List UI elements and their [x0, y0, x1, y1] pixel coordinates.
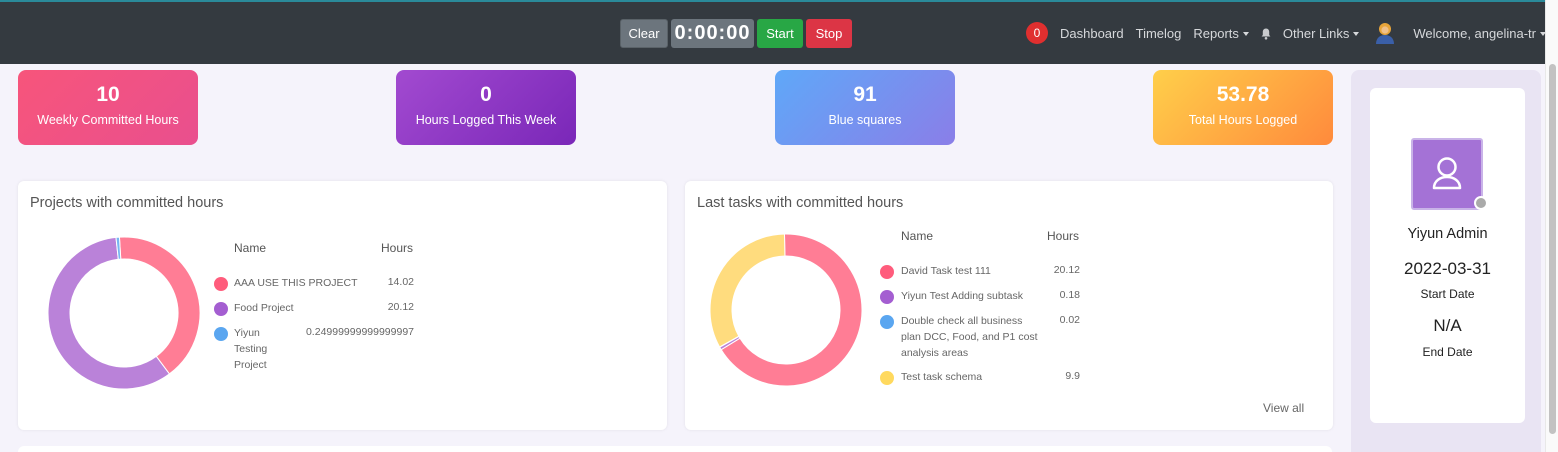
stat-card-total-hours[interactable]: 53.78 Total Hours Logged [1153, 70, 1333, 145]
stat-label: Weekly Committed Hours [37, 113, 179, 127]
donut-slice-0[interactable] [118, 236, 201, 375]
legend-item-hours: 20.12 [387, 301, 414, 313]
start-date-value: 2022-03-31 [1404, 259, 1491, 278]
timer-controls: Clear 0:00:00 Start Stop [620, 19, 852, 48]
nav-other-links-label: Other Links [1282, 25, 1350, 41]
caret-down-icon [1539, 32, 1546, 37]
legend-dot [880, 265, 894, 279]
end-date-value: N/A [1433, 316, 1462, 335]
stat-value: 53.78 [1216, 83, 1270, 106]
page-scrollbar[interactable] [1545, 0, 1558, 452]
legend-name-line: Testing [234, 343, 268, 355]
donut-slice-2[interactable] [115, 236, 122, 260]
stat-card-weekly-committed[interactable]: 10 Weekly Committed Hours [18, 70, 198, 145]
legend-dot [880, 315, 894, 329]
profile-avatar [1411, 138, 1483, 210]
view-all-link[interactable]: View all [1263, 401, 1305, 415]
legend-item-name: Double check all business plan DCC, Food… [901, 313, 1038, 361]
legend-dot [880, 290, 894, 304]
legend-item-name: Yiyun Test Adding subtask [901, 290, 1023, 302]
start-button[interactable]: Start [757, 19, 803, 48]
legend-item-name: Food Project [234, 302, 294, 314]
legend-name-header: Name [901, 229, 934, 243]
stat-value: 0 [480, 83, 492, 106]
clear-button[interactable]: Clear [620, 19, 668, 48]
nav-reports[interactable]: Reports [1193, 26, 1249, 41]
notification-badge[interactable]: 0 [1026, 22, 1048, 44]
timer-display: 0:00:00 [671, 19, 754, 48]
legend-hours-header: Hours [1047, 229, 1080, 243]
legend-item-name: David Task test 111 [901, 265, 991, 277]
legend-name-line: plan DCC, Food, and P1 cost [901, 331, 1038, 343]
tasks-panel: Last tasks with committed hours Name Hou… [685, 181, 1333, 430]
donut-slice-0[interactable] [720, 233, 863, 387]
legend-hours-header: Hours [381, 241, 414, 255]
status-indicator [1474, 196, 1488, 210]
legend-item-name: Yiyun Testing Project [234, 325, 267, 373]
legend-item-name: Test task schema [901, 371, 983, 383]
top-navbar: Clear 0:00:00 Start Stop 0 Dashboard Tim… [0, 0, 1558, 64]
user-avatar-icon[interactable] [1375, 22, 1395, 44]
stat-card-blue-squares[interactable]: 91 Blue squares [775, 70, 955, 145]
stop-button[interactable]: Stop [806, 19, 852, 48]
donut-slice-3[interactable] [709, 233, 786, 348]
legend-dot [214, 277, 228, 291]
legend-name-line: analysis areas [901, 347, 969, 359]
legend-name-line: Project [234, 359, 267, 371]
stat-value: 91 [853, 83, 877, 106]
nav-welcome-user[interactable]: Welcome, angelina-tr [1413, 26, 1546, 41]
stat-label: Hours Logged This Week [415, 113, 557, 127]
nav-timelog[interactable]: Timelog [1135, 25, 1182, 41]
legend-item-hours: 0.18 [1059, 289, 1080, 301]
legend-dot [214, 302, 228, 316]
donut-slice-1[interactable] [47, 236, 171, 390]
nav-links: 0 Dashboard Timelog Reports Other Links … [1026, 22, 1546, 44]
stat-value: 10 [96, 83, 120, 106]
start-date-label: Start Date [1420, 287, 1475, 301]
stat-label: Total Hours Logged [1188, 113, 1298, 127]
nav-reports-label: Reports [1193, 25, 1239, 41]
nav-other-links[interactable]: Other Links [1282, 25, 1360, 41]
legend-item-hours: 20.12 [1053, 264, 1080, 276]
profile-name: Yiyun Admin [1407, 226, 1488, 242]
profile-card: Yiyun Admin 2022-03-31 Start Date N/A En… [1370, 88, 1525, 423]
stat-card-hours-logged-week[interactable]: 0 Hours Logged This Week [396, 70, 576, 145]
legend-item-hours: 0.24999999999999997 [305, 326, 414, 338]
panel-title: Last tasks with committed hours [697, 195, 904, 211]
nav-dashboard[interactable]: Dashboard [1060, 25, 1124, 41]
welcome-label: Welcome, angelina-tr [1413, 25, 1536, 41]
legend-name-line: Double check all business [901, 315, 1023, 327]
legend-name-header: Name [234, 241, 267, 255]
caret-down-icon [1353, 32, 1360, 37]
user-outline-icon [1432, 157, 1462, 190]
tasks-donut-chart [709, 233, 863, 387]
legend-dot [880, 371, 894, 385]
projects-donut-chart [47, 236, 201, 390]
legend-item-hours: 14.02 [387, 276, 414, 288]
bell-icon[interactable] [1261, 28, 1271, 40]
legend-dot [214, 327, 228, 341]
legend-item-hours: 0.02 [1059, 314, 1080, 326]
stat-label: Blue squares [828, 113, 902, 127]
scrollbar-thumb[interactable] [1549, 64, 1556, 434]
end-date-label: End Date [1422, 345, 1473, 359]
next-panel-edge [18, 446, 1332, 452]
projects-panel: Projects with committed hours Name Hours… [18, 181, 667, 430]
legend-item-name: AAA USE THIS PROJECT [234, 277, 358, 289]
caret-down-icon [1242, 32, 1249, 37]
legend-item-hours: 9.9 [1065, 370, 1080, 382]
legend-name-line: Yiyun [234, 327, 260, 339]
panel-title: Projects with committed hours [30, 195, 224, 211]
